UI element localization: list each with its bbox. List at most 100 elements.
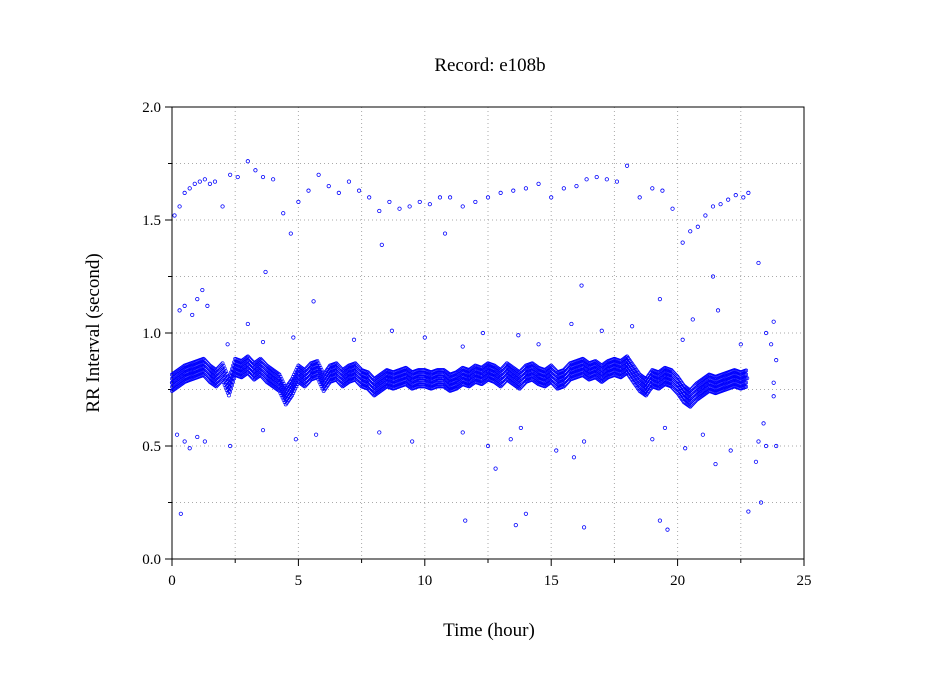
- data-point: [521, 382, 526, 387]
- data-point: [308, 369, 314, 374]
- data-point: [306, 188, 311, 193]
- data-point: [690, 317, 695, 322]
- data-point: [710, 274, 716, 279]
- data-point: [290, 393, 295, 398]
- data-point: [574, 184, 579, 189]
- data-point: [517, 386, 522, 391]
- data-point: [203, 359, 208, 363]
- data-point: [691, 401, 696, 406]
- data-point: [549, 371, 554, 376]
- data-point: [214, 376, 219, 381]
- data-point: [718, 202, 723, 207]
- data-point: [511, 373, 516, 379]
- data-point: [669, 376, 674, 381]
- data-point: [372, 385, 377, 390]
- data-point: [516, 333, 521, 338]
- data-point: [581, 439, 587, 444]
- data-point: [744, 368, 749, 373]
- data-point: [315, 367, 320, 372]
- data-point: [756, 260, 761, 266]
- y-tick-label: 2.0: [142, 100, 161, 116]
- data-point: [226, 385, 231, 390]
- data-point: [311, 299, 316, 304]
- data-point: [504, 369, 510, 374]
- data-point: [283, 394, 288, 399]
- data-point: [378, 380, 383, 385]
- data-point: [187, 186, 192, 191]
- data-point: [605, 367, 611, 372]
- x-axis-label: Time (hour): [443, 620, 535, 641]
- data-point: [326, 184, 331, 189]
- data-point: [302, 376, 307, 381]
- data-point: [288, 231, 293, 236]
- data-point: [263, 269, 268, 275]
- data-point: [377, 430, 382, 435]
- data-point: [728, 448, 733, 453]
- data-point: [612, 364, 617, 369]
- y-tick-label: 1.5: [142, 213, 161, 229]
- data-point: [688, 404, 693, 409]
- data-point: [584, 177, 589, 182]
- data-point: [690, 402, 695, 407]
- data-point: [302, 384, 307, 389]
- data-point: [460, 344, 465, 349]
- data-point: [569, 321, 574, 327]
- data-point: [715, 308, 721, 313]
- data-point: [202, 357, 207, 362]
- data-point: [296, 371, 301, 376]
- data-point: [317, 363, 322, 368]
- data-point: [542, 376, 547, 381]
- data-point: [763, 443, 769, 449]
- data-point: [692, 400, 697, 405]
- data-point: [571, 455, 577, 460]
- data-point: [554, 448, 559, 453]
- data-point: [517, 378, 522, 383]
- data-point: [650, 376, 655, 381]
- data-point: [650, 437, 655, 442]
- data-point: [217, 380, 222, 385]
- data-point: [291, 335, 296, 340]
- data-point: [346, 179, 352, 184]
- data-point: [303, 383, 308, 388]
- data-point: [225, 342, 230, 347]
- data-point: [204, 360, 209, 365]
- data-point: [422, 335, 427, 340]
- data-point: [549, 195, 554, 200]
- data-point: [675, 382, 680, 388]
- data-point: [220, 369, 225, 374]
- data-point: [294, 384, 299, 389]
- y-axis-label: RR Interval (second): [83, 253, 104, 412]
- data-point: [670, 369, 675, 374]
- data-point: [703, 213, 708, 218]
- data-point: [182, 303, 187, 308]
- data-point: [278, 374, 283, 379]
- data-point: [205, 303, 210, 308]
- data-point: [454, 378, 459, 383]
- data-point: [726, 197, 731, 202]
- data-point: [473, 199, 478, 205]
- data-point: [259, 357, 264, 362]
- data-point: [387, 199, 392, 205]
- data-point: [693, 399, 698, 403]
- x-tick-label: 25: [797, 573, 812, 589]
- x-tick-label: 20: [670, 573, 685, 589]
- data-point: [447, 195, 453, 200]
- data-point: [249, 357, 253, 362]
- data-point: [247, 356, 252, 361]
- data-point: [200, 287, 205, 293]
- data-point: [227, 390, 232, 394]
- data-point: [233, 364, 238, 369]
- data-point: [334, 369, 339, 374]
- data-point: [365, 378, 371, 383]
- data-point: [410, 439, 415, 444]
- data-point: [501, 380, 506, 385]
- data-point: [369, 373, 374, 378]
- x-tick-label: 10: [417, 573, 432, 589]
- data-point: [473, 371, 478, 376]
- data-point: [245, 159, 250, 164]
- data-point: [536, 181, 541, 186]
- data-point: [614, 179, 620, 184]
- data-point: [315, 359, 320, 363]
- data-point: [485, 443, 491, 449]
- data-point: [523, 186, 529, 191]
